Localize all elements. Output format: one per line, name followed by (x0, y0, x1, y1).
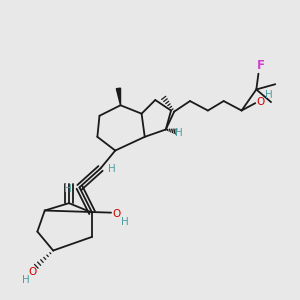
Text: H: H (108, 164, 116, 175)
Text: H: H (175, 128, 182, 138)
Text: H: H (22, 275, 30, 285)
Text: O: O (256, 97, 265, 107)
Text: O: O (112, 209, 120, 219)
Polygon shape (116, 88, 121, 105)
Text: H: H (265, 90, 273, 100)
Text: H: H (121, 217, 129, 227)
Text: F: F (256, 59, 265, 72)
Text: H: H (64, 184, 72, 194)
Text: O: O (28, 267, 36, 277)
